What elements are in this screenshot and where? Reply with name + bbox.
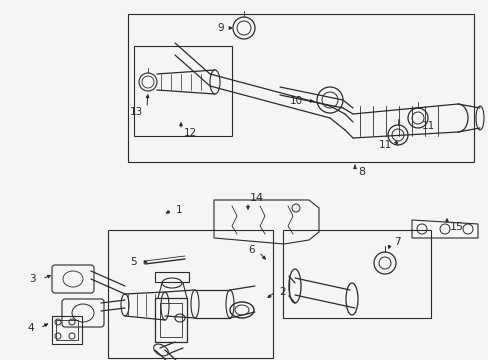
Text: 5: 5 [130,257,137,267]
Bar [160,303,182,337]
Text: 2: 2 [279,287,285,297]
Text: 12: 12 [183,128,197,138]
Bar [155,298,186,342]
Bar [108,230,272,358]
Text: 7: 7 [393,237,400,247]
Bar [128,14,473,162]
Text: 11: 11 [378,140,391,150]
Text: 3: 3 [29,274,36,284]
Bar [56,320,78,340]
Text: 8: 8 [357,167,365,177]
Bar [283,230,430,318]
Text: 15: 15 [449,222,463,232]
Text: 13: 13 [129,107,142,117]
Text: 6: 6 [248,245,254,255]
Bar [155,272,189,282]
Text: 9: 9 [217,23,224,33]
Text: 11: 11 [421,121,434,131]
Bar [52,316,82,344]
Bar [134,46,231,136]
Text: 14: 14 [249,193,264,203]
Text: 1: 1 [176,205,182,215]
Text: 10: 10 [289,96,303,106]
Text: 4: 4 [27,323,34,333]
